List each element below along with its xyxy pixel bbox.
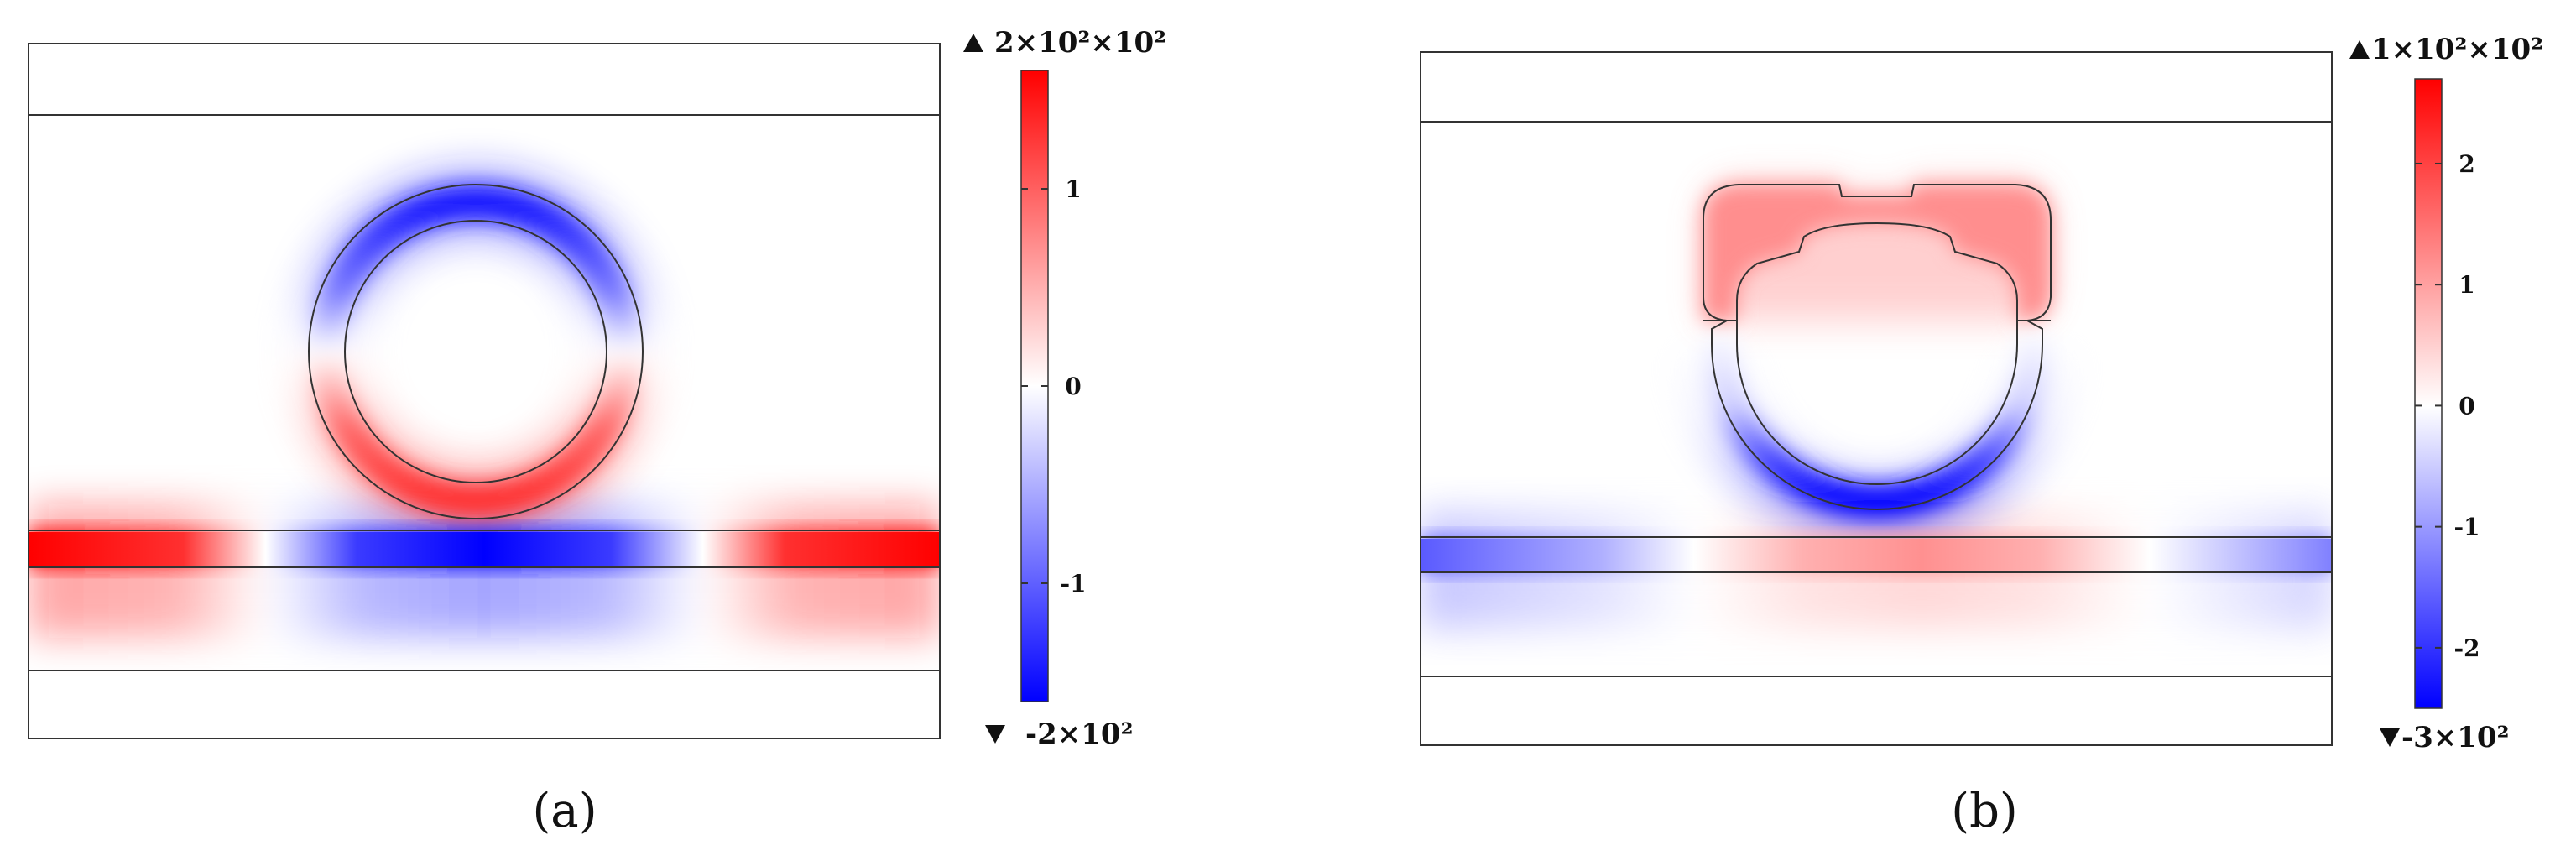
colorbar-min-arrow-icon-a	[985, 725, 1005, 744]
colorbar-ticks-b: 2 1 0 -1 -2	[2415, 150, 2480, 662]
domain-outline-a	[28, 43, 941, 739]
panel-label-b: (b)	[1951, 784, 2018, 838]
colorbar-ticks-a: 1 0 -1	[1021, 175, 1087, 597]
ring-inner-edge-a	[344, 220, 607, 483]
colorbar-tick-label: -1	[2453, 514, 2480, 541]
panel-a: 2×10²×10² -2×10² 1 0 -1 (a)	[28, 26, 1166, 838]
colorbar-tick-label: -1	[1060, 570, 1086, 597]
colorbar-b	[2414, 78, 2443, 709]
colorbar-tick-label: 0	[2459, 392, 2474, 420]
colorbar-max-label-a: 2×10²×10²	[994, 26, 1166, 60]
domain-outline-b	[1420, 51, 2333, 746]
colorbar-tick-label: -2	[2453, 634, 2480, 662]
colorbar-min-label-a: -2×10²	[1025, 718, 1133, 751]
panel-label-a: (a)	[532, 784, 597, 838]
colorbar-max-label-b: 1×10²×10²	[2371, 33, 2543, 66]
colorbar-max-arrow-icon-b	[2349, 40, 2370, 59]
colorbar-tick-label: 1	[1065, 175, 1081, 203]
panel-b: 1×10²×10² -3×10² 2 1 0 -1 -2 (b)	[1420, 33, 2543, 838]
colorbar-tick-label: 2	[2459, 150, 2474, 178]
resonator-inner-outline-b	[1736, 222, 2018, 485]
colorbar-min-label-b: -3×10²	[2401, 721, 2509, 754]
colorbar-max-arrow-icon-a	[963, 34, 983, 52]
field-map-b	[1421, 183, 2332, 629]
field-map-a	[29, 166, 940, 638]
ring-outer-edge-a	[308, 184, 644, 519]
colorbar-tick-label: 1	[2459, 271, 2474, 299]
resonator-outline-b	[1703, 184, 2052, 510]
colorbar-tick-label: 0	[1065, 373, 1081, 400]
colorbar-min-arrow-icon-b	[2380, 728, 2400, 747]
